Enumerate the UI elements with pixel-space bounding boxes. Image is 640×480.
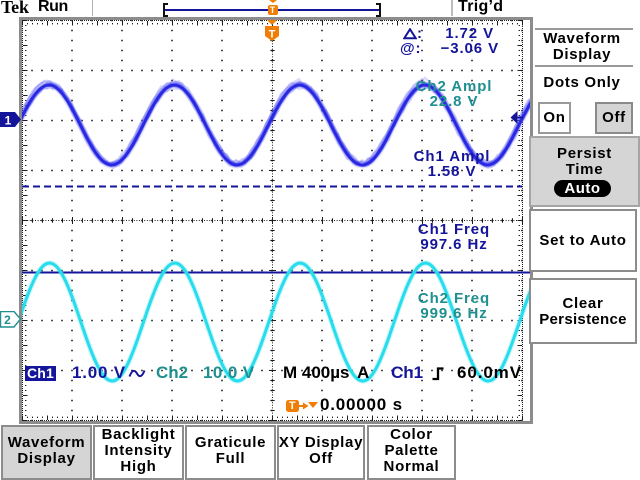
svg-text:1: 1: [5, 114, 12, 128]
svg-text:T: T: [269, 29, 276, 41]
svg-text:2: 2: [4, 313, 11, 327]
